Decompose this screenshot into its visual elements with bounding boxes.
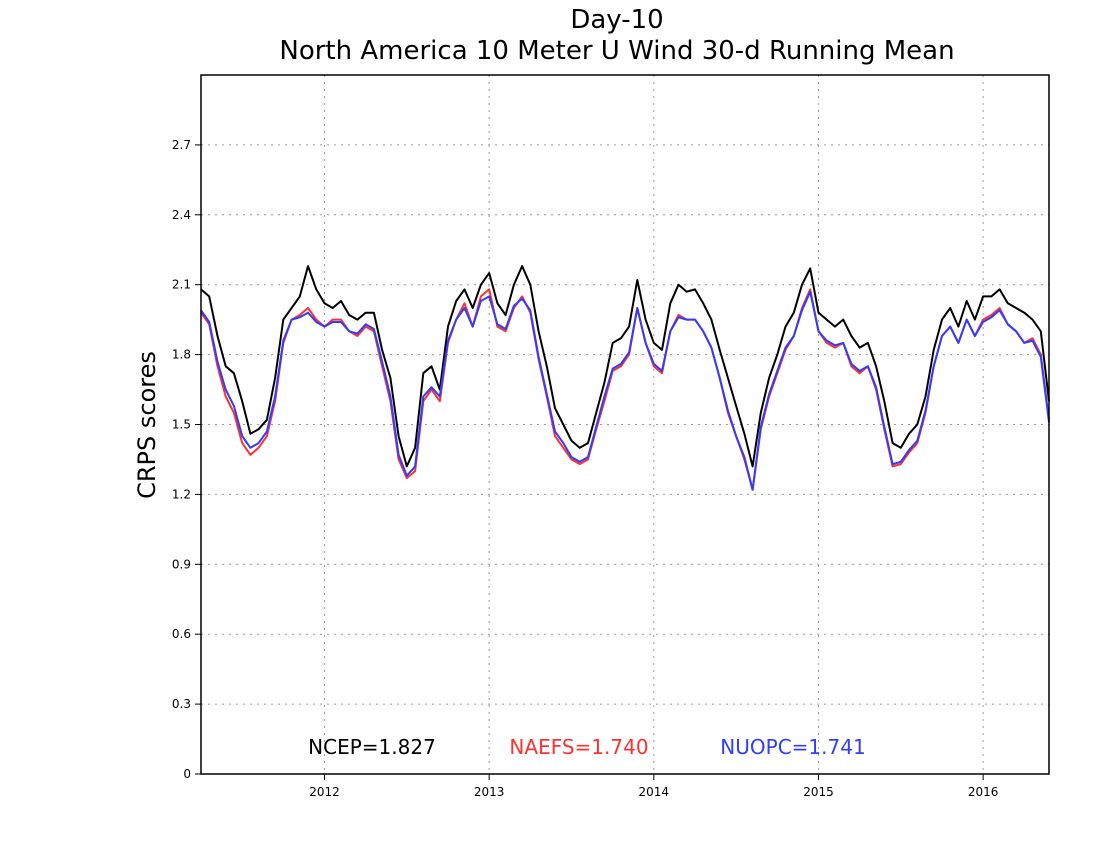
x-tick-label: 2012 bbox=[309, 785, 340, 799]
legend-entry-ncep: NCEP=1.827 bbox=[308, 735, 436, 759]
series-line-naefs bbox=[200, 288, 1050, 491]
series-line-ncep bbox=[200, 265, 1050, 468]
y-tick-label: 2.4 bbox=[172, 208, 191, 222]
y-tick-label: 1.2 bbox=[172, 487, 191, 501]
chart-subtitle: North America 10 Meter U Wind 30-d Runni… bbox=[279, 36, 954, 66]
y-tick-label: 1.5 bbox=[172, 418, 191, 432]
series-line-nuopc bbox=[200, 290, 1050, 491]
x-tick-label: 2013 bbox=[474, 785, 505, 799]
y-tick-label: 2.1 bbox=[172, 278, 191, 292]
y-tick-label: 2.7 bbox=[172, 138, 191, 152]
plot-frame bbox=[200, 74, 1050, 775]
legend-entry-nuopc: NUOPC=1.741 bbox=[720, 735, 865, 759]
y-tick-label: 0.9 bbox=[172, 557, 191, 571]
y-tick-label: 1.8 bbox=[172, 348, 191, 362]
x-tick-label: 2016 bbox=[968, 785, 999, 799]
y-axis-label: CRPS scores bbox=[133, 351, 161, 499]
y-tick-label: 0.6 bbox=[172, 627, 191, 641]
legend: NCEP=1.827 NAEFS=1.740 NUOPC=1.741 bbox=[308, 735, 866, 759]
x-tick-label: 2014 bbox=[639, 785, 670, 799]
chart-title: Day-10 bbox=[570, 5, 663, 35]
x-axis-ticks: 2012 2013 2014 2015 2016 bbox=[309, 774, 998, 799]
y-axis-ticks: 0 0.3 0.6 0.9 1.2 1.5 1.8 2.1 2.4 2.7 bbox=[172, 138, 201, 781]
y-tick-label: 0 bbox=[183, 767, 191, 781]
legend-entry-naefs: NAEFS=1.740 bbox=[509, 735, 648, 759]
grid bbox=[201, 75, 1049, 774]
y-tick-label: 0.3 bbox=[172, 697, 191, 711]
x-tick-label: 2015 bbox=[803, 785, 834, 799]
series-lines bbox=[200, 265, 1050, 491]
